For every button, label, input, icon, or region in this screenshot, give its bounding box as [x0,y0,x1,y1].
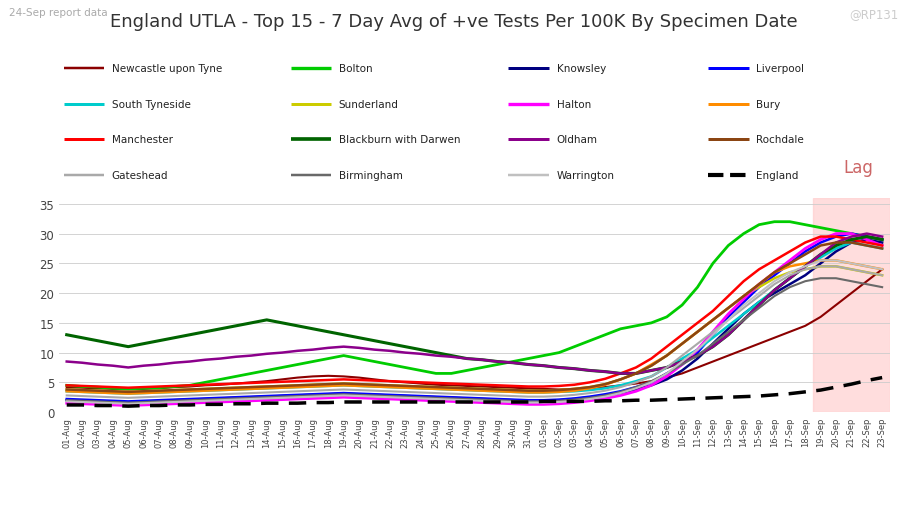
Text: Lag: Lag [844,159,873,177]
Text: 24-Sep report data: 24-Sep report data [9,8,108,18]
Text: England UTLA - Top 15 - 7 Day Avg of +ve Tests Per 100K By Specimen Date: England UTLA - Top 15 - 7 Day Avg of +ve… [110,13,798,31]
Text: Rochdale: Rochdale [756,135,804,145]
Bar [813,199,890,412]
Text: Warrington: Warrington [557,171,615,181]
Text: @RP131: @RP131 [850,8,899,20]
Text: Manchester: Manchester [112,135,173,145]
Text: Birmingham: Birmingham [339,171,402,181]
Text: Bury: Bury [756,99,781,109]
Text: Knowsley: Knowsley [557,64,606,74]
Text: Halton: Halton [557,99,591,109]
Text: Blackburn with Darwen: Blackburn with Darwen [339,135,460,145]
Text: Bolton: Bolton [339,64,372,74]
Text: South Tyneside: South Tyneside [112,99,191,109]
Text: Liverpool: Liverpool [756,64,804,74]
Text: Gateshead: Gateshead [112,171,168,181]
Text: Sunderland: Sunderland [339,99,399,109]
Text: Newcastle upon Tyne: Newcastle upon Tyne [112,64,222,74]
Text: England: England [756,171,799,181]
Text: Oldham: Oldham [557,135,597,145]
